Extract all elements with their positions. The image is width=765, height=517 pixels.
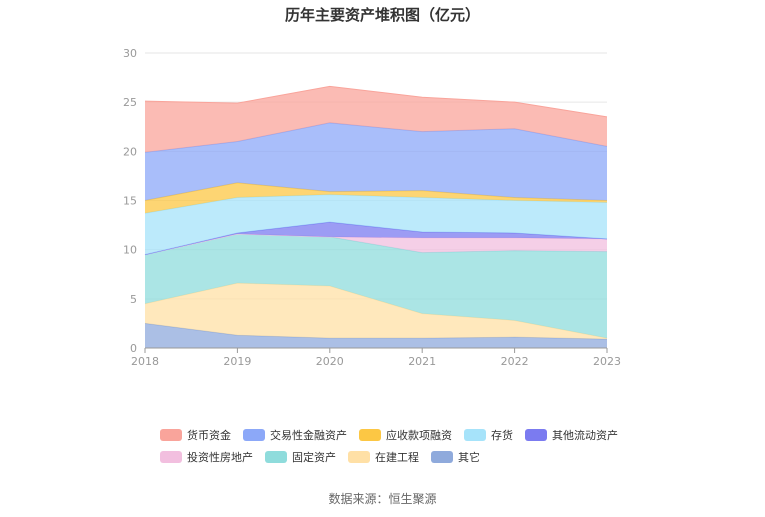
legend-label: 固定资产 xyxy=(292,451,336,464)
legend-item[interactable]: 固定资产 xyxy=(265,449,336,465)
area-series-交易性金融资产 xyxy=(145,122,607,201)
legend-item[interactable]: 投资性房地产 xyxy=(160,449,253,465)
x-tick-label: 2023 xyxy=(593,355,621,368)
area-series-货币资金 xyxy=(145,86,607,153)
area-edge-货币资金 xyxy=(144,85,608,118)
area-series-其它 xyxy=(145,323,607,348)
y-tick-label: 20 xyxy=(123,145,137,158)
legend-item[interactable]: 货币资金 xyxy=(160,427,231,443)
legend-label: 其它 xyxy=(458,451,480,464)
x-tick-label: 2019 xyxy=(223,355,251,368)
area-layer xyxy=(144,85,608,348)
area-series-在建工程 xyxy=(145,283,607,340)
y-tick-label: 15 xyxy=(123,195,137,208)
legend-label: 交易性金融资产 xyxy=(270,429,347,442)
legend-item[interactable]: 在建工程 xyxy=(348,449,419,465)
y-tick-label: 10 xyxy=(123,244,137,257)
legend-label: 其他流动资产 xyxy=(552,429,618,442)
x-tick-label: 2018 xyxy=(131,355,159,368)
chart-title: 历年主要资产堆积图（亿元） xyxy=(284,6,480,24)
source-text: 数据来源：恒生聚源 xyxy=(328,492,437,506)
legend-label: 应收款项融资 xyxy=(386,429,452,442)
x-tick-label: 2022 xyxy=(501,355,529,368)
legend-row: 投资性房地产 固定资产 在建工程 其它 xyxy=(160,446,630,468)
legend-label: 投资性房地产 xyxy=(187,451,253,464)
legend-item[interactable]: 存货 xyxy=(464,427,513,443)
legend-swatch xyxy=(525,429,547,441)
axis-layer: 0 5 10 15 20 25 30 2018 2019 2020 2021 2022 2023 xyxy=(123,47,621,368)
area-series-固定资产 xyxy=(145,233,607,339)
legend-label: 在建工程 xyxy=(375,451,419,464)
legend-swatch xyxy=(160,451,182,463)
legend-item[interactable]: 其它 xyxy=(431,449,480,465)
legend-swatch xyxy=(431,451,453,463)
y-tick-label: 0 xyxy=(130,342,137,355)
y-tick-label: 5 xyxy=(130,293,137,306)
legend-swatch xyxy=(348,451,370,463)
legend-swatch xyxy=(359,429,381,441)
legend-row: 货币资金 交易性金融资产 应收款项融资 存货 其他流动资产 xyxy=(160,424,630,446)
legend-item[interactable]: 其他流动资产 xyxy=(525,427,618,443)
y-tick-label: 25 xyxy=(123,96,137,109)
legend-swatch xyxy=(265,451,287,463)
area-series-应收款项融资 xyxy=(145,182,607,214)
legend-item[interactable]: 交易性金融资产 xyxy=(243,427,347,443)
legend-swatch xyxy=(243,429,265,441)
area-series-存货 xyxy=(145,194,607,255)
area-series-投资性房地产 xyxy=(145,233,607,255)
legend-label: 存货 xyxy=(491,429,513,442)
y-tick-label: 30 xyxy=(123,47,137,60)
legend-swatch xyxy=(160,429,182,441)
legend-label: 货币资金 xyxy=(187,429,231,442)
area-edge-交易性金融资产 xyxy=(144,122,608,153)
legend-swatch xyxy=(464,429,486,441)
x-tick-label: 2020 xyxy=(316,355,344,368)
legend-item[interactable]: 应收款项融资 xyxy=(359,427,452,443)
legend: 货币资金 交易性金融资产 应收款项融资 存货 其他流动资产投资性房地产 固定资产 在建工程 其… xyxy=(160,424,630,468)
x-tick-label: 2021 xyxy=(408,355,436,368)
